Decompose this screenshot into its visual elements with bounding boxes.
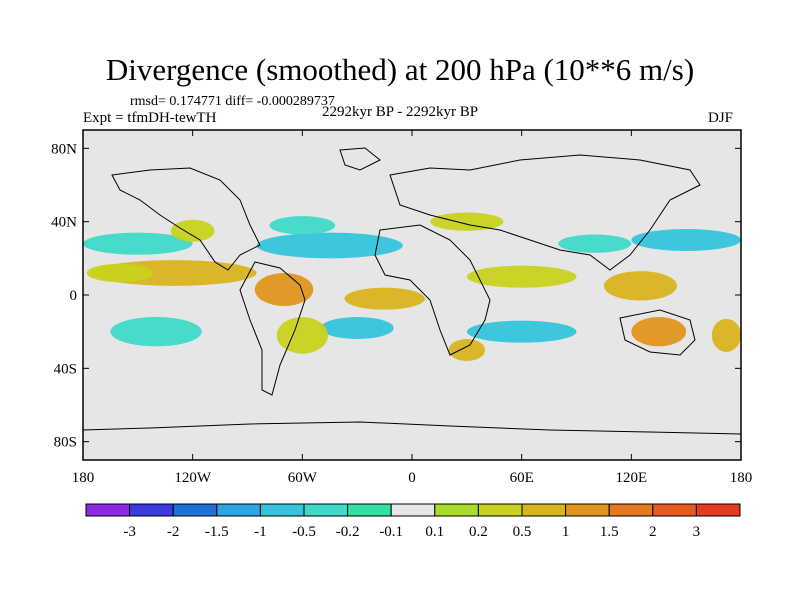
field-band-aus — [631, 317, 687, 347]
colorbar-label: -1 — [254, 524, 267, 540]
field-band-eq-ind — [466, 265, 577, 288]
x-tick-label: 180 — [72, 470, 95, 486]
coastline — [389, 154, 701, 271]
coastline — [619, 309, 696, 356]
colorbar-label: -3 — [123, 524, 136, 540]
colorbar-swatch — [390, 503, 436, 517]
colorbar-swatch — [434, 503, 479, 517]
field-band-asia — [558, 234, 632, 253]
field-band-n-pac-1 — [83, 232, 193, 255]
x-tick-label: 180 — [730, 470, 753, 486]
colorbar-swatch — [521, 503, 567, 517]
colorbar-swatch — [172, 503, 218, 517]
colorbar-label: -0.1 — [379, 524, 403, 540]
map-area — [82, 129, 742, 461]
period-label: 2292kyr BP - 2292kyr BP — [322, 104, 479, 120]
y-tick-label: 0 — [70, 288, 78, 304]
coastline — [239, 261, 306, 396]
coastlines — [83, 147, 741, 435]
colorbar-label: -1.5 — [205, 524, 229, 540]
colorbar-label: 2 — [649, 524, 657, 540]
x-tick-label: 120E — [615, 470, 647, 486]
colorbar-swatch — [652, 503, 697, 517]
plot-title: Divergence (smoothed) at 200 hPa (10**6 … — [105, 52, 695, 87]
y-tick-label: 40S — [54, 361, 77, 377]
field-band-eq-pac-e2 — [86, 263, 153, 283]
colorbar-label: 1 — [562, 524, 570, 540]
field-band-n-pac-2 — [631, 229, 741, 251]
divergence-field — [83, 212, 741, 361]
colorbar-label: -0.2 — [336, 524, 360, 540]
colorbar-label: 0.5 — [513, 524, 532, 540]
field-band-s-amer — [276, 317, 328, 354]
colorbar-swatch — [216, 503, 261, 517]
stats-text: rmsd= 0.174771 diff= -0.000289737 — [130, 94, 335, 109]
experiment-label: Expt = tfmDH-tewTH — [83, 110, 217, 126]
y-tick-label: 80N — [51, 141, 77, 157]
colorbar-swatch — [347, 503, 392, 517]
field-band-s-atl — [320, 317, 394, 339]
colorbar-swatch — [695, 503, 741, 517]
y-tick-label: 80S — [54, 435, 77, 451]
field-band-midlat-n — [430, 212, 504, 231]
colorbar-swatch — [303, 503, 349, 517]
colorbar-label: -2 — [167, 524, 180, 540]
field-band-s-afr — [448, 339, 486, 361]
field-band-n-atl-1 — [256, 232, 403, 259]
x-tick-label: 60W — [288, 470, 318, 486]
x-tick-label: 60E — [510, 470, 534, 486]
colorbar-swatch — [608, 503, 654, 517]
field-band-eq-amer — [254, 273, 314, 306]
field-band-far-e — [711, 318, 741, 352]
coastline — [374, 224, 491, 356]
field-band-eq-wpac — [603, 271, 678, 301]
colorbar-swatch — [565, 503, 610, 517]
colorbar-swatch — [129, 503, 174, 517]
x-tick-label: 0 — [408, 470, 416, 486]
colorbar-swatch — [477, 503, 523, 517]
field-band-n-atl-2 — [269, 216, 336, 235]
colorbar-swatch — [85, 503, 131, 517]
y-tick-label: 40N — [51, 215, 77, 231]
field-band-nw-amer — [170, 219, 215, 242]
colorbar-swatch — [259, 503, 305, 517]
map-axes: 180 120W 60W 0 60E 120E 180 80N 40N 0 40S 80S — [51, 130, 752, 486]
colorbar-label: 3 — [693, 524, 701, 540]
field-band-eq-atl — [344, 287, 425, 310]
season-label: DJF — [708, 110, 734, 126]
coastline — [83, 421, 741, 435]
colorbar-label: 0.1 — [425, 524, 444, 540]
coastline — [339, 147, 381, 171]
colorbar-label: 0.2 — [469, 524, 488, 540]
coastline — [111, 167, 261, 271]
x-tick-label: 120W — [174, 470, 212, 486]
colorbar: -3 -2 -1.5 -1 -0.5 -0.2 -0.1 0.1 0.2 0.5 1 1.5 2 3 — [85, 503, 741, 540]
field-band-s-ind — [466, 320, 577, 343]
field-band-s-pac — [110, 317, 202, 347]
colorbar-label: -0.5 — [292, 524, 316, 540]
colorbar-label: 1.5 — [600, 524, 619, 540]
